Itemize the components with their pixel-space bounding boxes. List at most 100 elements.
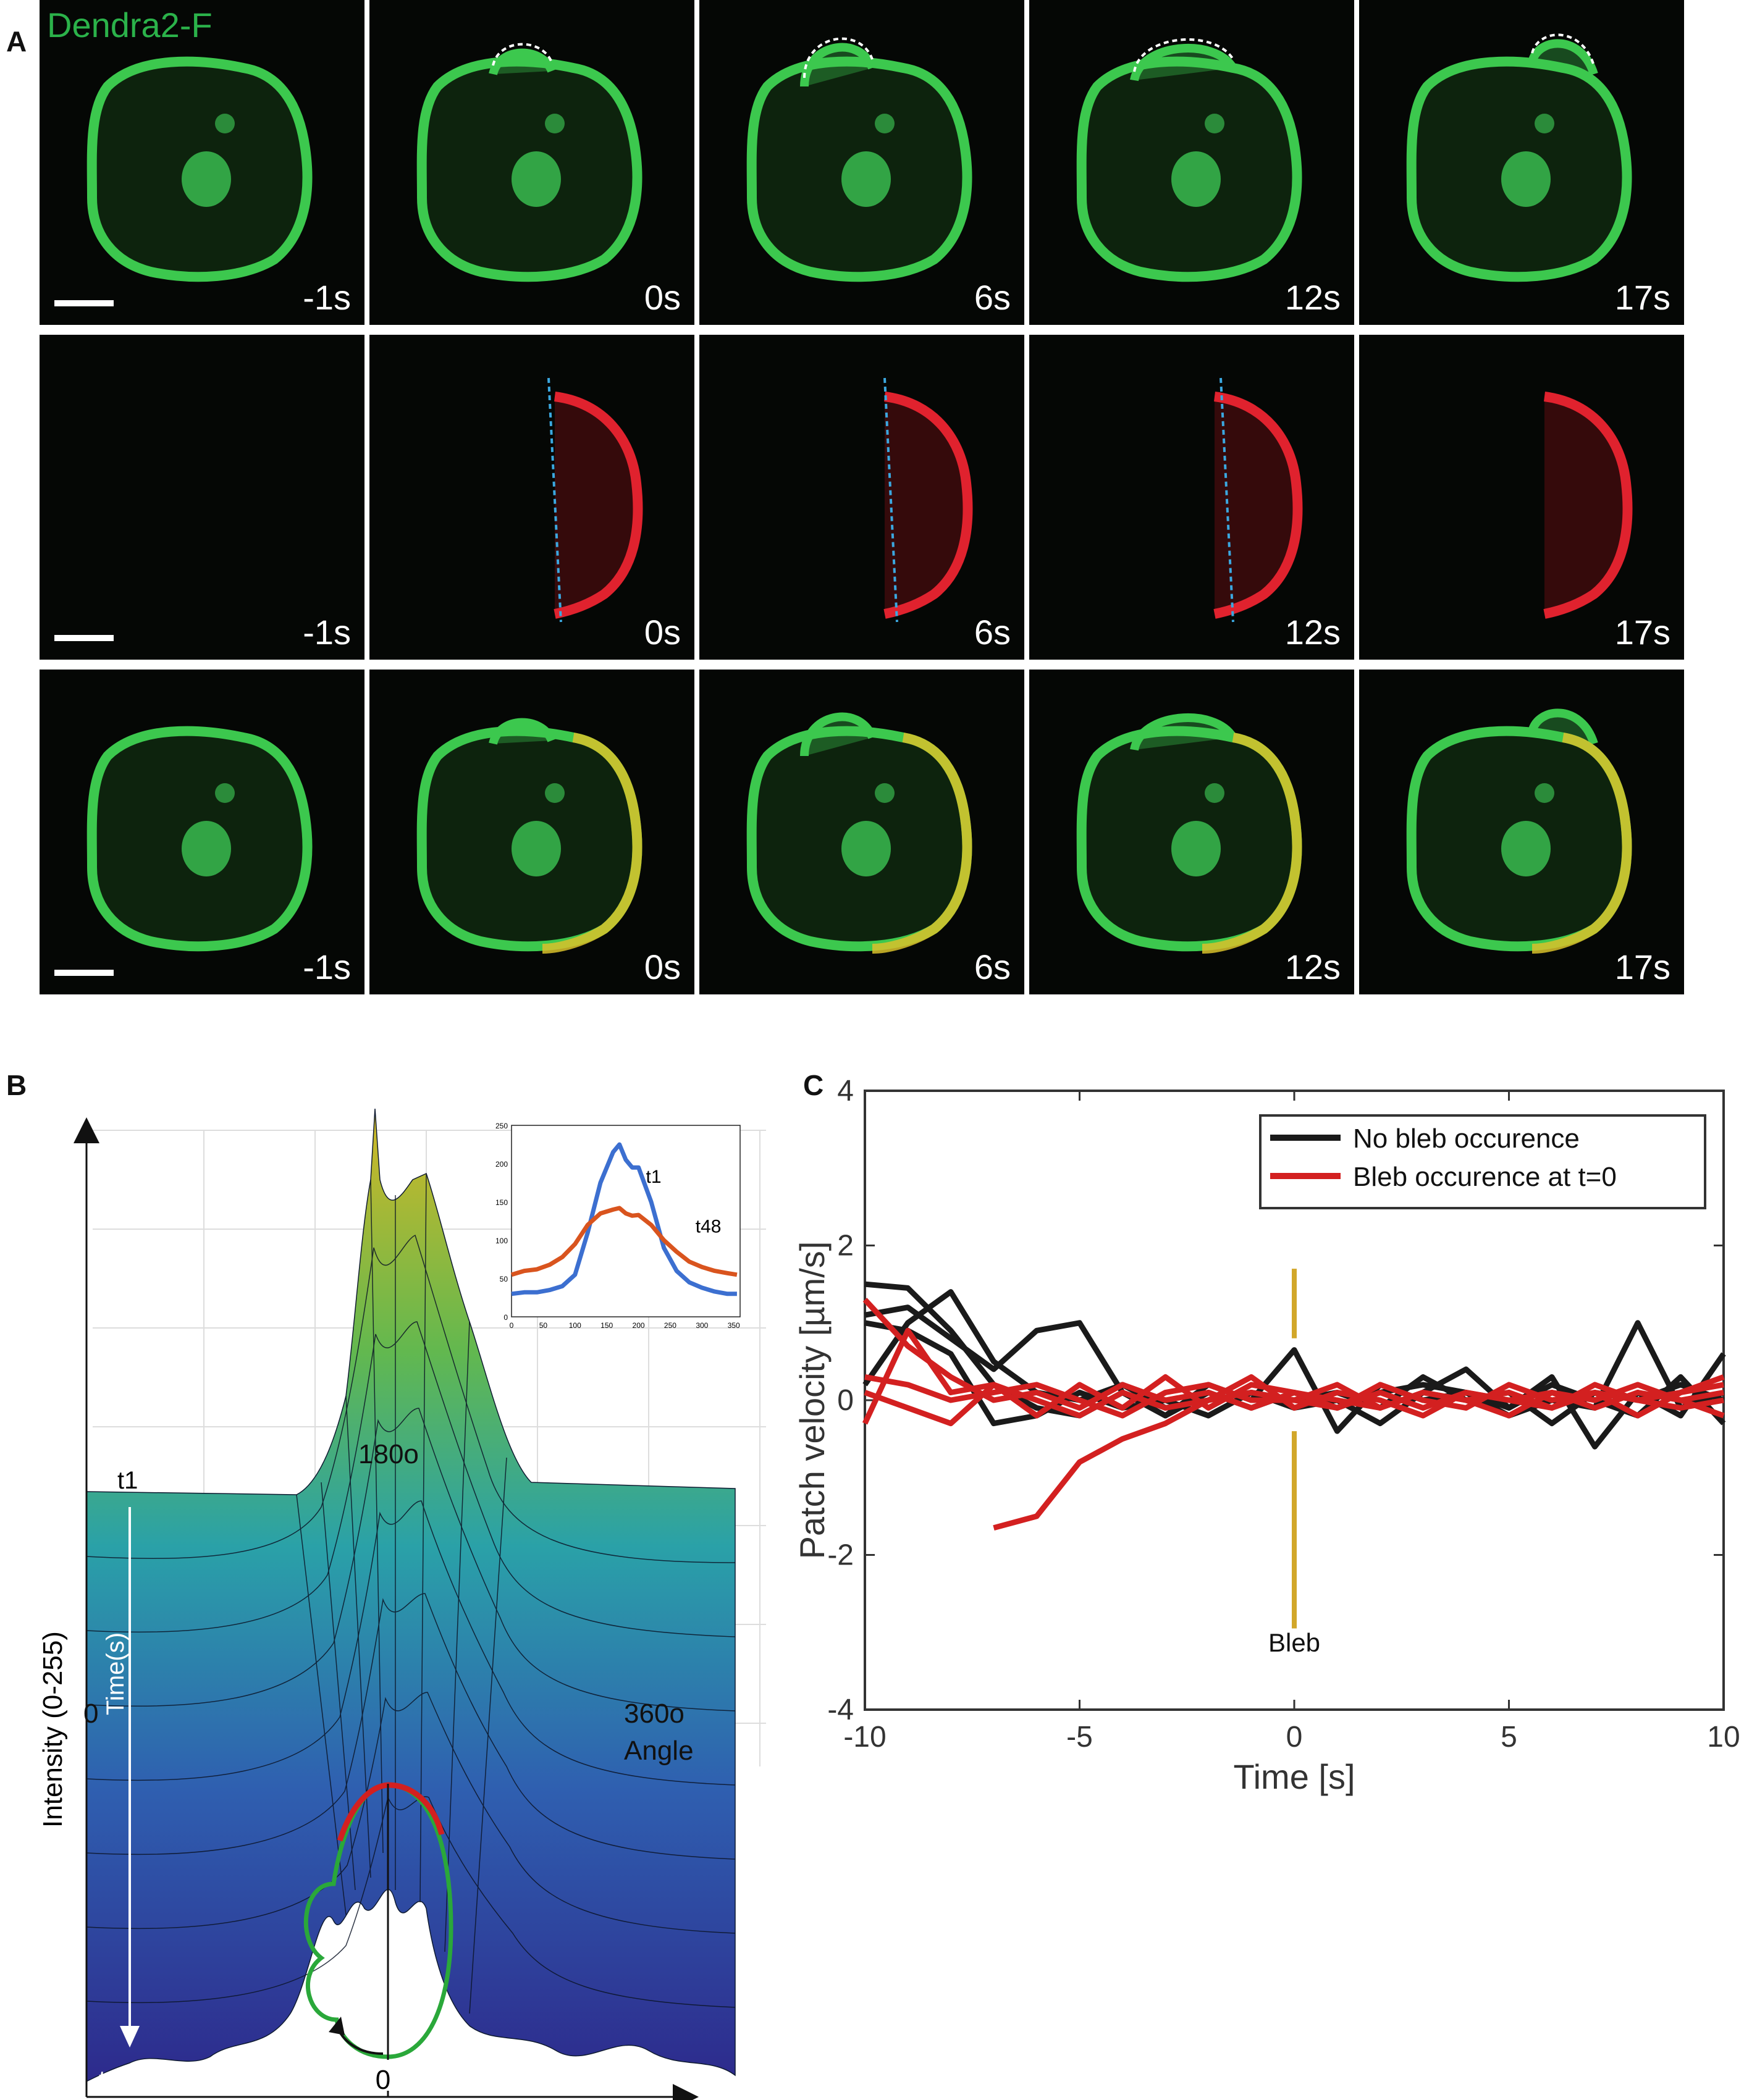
micrograph-green-0: -1s Dendra2-F <box>40 0 364 325</box>
conversion-boundary-line <box>547 377 562 623</box>
photoconverted-region <box>554 392 643 619</box>
inset-series-t48 <box>510 1206 738 1277</box>
cell-image-merge-4 <box>1406 708 1632 954</box>
cell-vesicle <box>875 783 895 803</box>
photoconverted-region <box>883 392 973 619</box>
micrograph-green-4: 17s <box>1359 0 1684 325</box>
time-label: 0s <box>644 947 681 986</box>
x-tick-label: 10 <box>1707 1721 1740 1754</box>
bleb-outline <box>489 718 556 746</box>
cell-image-green-3 <box>1076 38 1302 282</box>
angle-180-label: 180o <box>358 1439 419 1469</box>
cell-outline-schematic: 0 <box>303 1782 453 2094</box>
time-label: 17s <box>1614 278 1670 317</box>
inset-series-label: t1 <box>646 1167 662 1187</box>
micrograph-green-3: 12s <box>1029 0 1354 325</box>
micrograph-green-1: 0s <box>369 0 694 325</box>
cell-nucleus <box>1501 821 1551 876</box>
inset-series-t1 <box>511 1142 737 1296</box>
micrograph-green-2: 6s <box>699 0 1024 325</box>
cell-image-red-0 <box>40 335 364 660</box>
inset-x-tick: 0 <box>510 1321 514 1330</box>
cell-nucleus <box>512 821 561 876</box>
inset-y-tick: 250 <box>495 1122 508 1130</box>
time-label: 12s <box>1284 278 1341 317</box>
panel-b-letter: B <box>6 1069 27 1101</box>
time-label: 12s <box>1284 947 1341 986</box>
inset-series-label: t48 <box>696 1217 722 1237</box>
bleb-outline <box>1130 713 1237 751</box>
x-axis-label: Time [s] <box>1233 1757 1355 1796</box>
cell-image-green-0 <box>86 56 313 282</box>
cell-nucleus <box>512 151 561 207</box>
inset-x-tick: 200 <box>633 1321 645 1330</box>
cell-image-merge-1 <box>416 718 642 954</box>
time-label: 6s <box>974 613 1011 652</box>
micrograph-merge-4: 17s <box>1359 670 1684 994</box>
channel-label: Dendra2-F <box>47 6 213 44</box>
y-tick-label: 2 <box>837 1230 854 1262</box>
y-tick-label: -4 <box>827 1694 854 1726</box>
time-label: 17s <box>1614 947 1670 986</box>
inset-x-tick: 250 <box>664 1321 676 1330</box>
micrograph-red-1: 0s <box>369 335 694 660</box>
y-tick-label: 0 <box>837 1384 854 1417</box>
inset-y-tick: 200 <box>495 1160 508 1169</box>
x-tick-label: -5 <box>1066 1721 1093 1754</box>
inset-y-tick: 100 <box>495 1237 508 1245</box>
cell-vesicle <box>215 783 235 803</box>
micrograph-merge-2: 6s <box>699 670 1024 994</box>
photoconverted-overlap <box>1202 733 1302 954</box>
cell-image-merge-0 <box>86 726 313 952</box>
photoconverted-overlap <box>1531 733 1632 954</box>
bleb-dashed-outline <box>1133 38 1234 72</box>
micrograph-red-3: 12s <box>1029 335 1354 660</box>
cell-vesicle <box>875 114 895 133</box>
y-tick-label: -2 <box>827 1539 854 1572</box>
micrograph-red-0: -1s <box>40 335 364 660</box>
bleb-outline <box>800 43 877 87</box>
micrograph-merge-0: -1s <box>40 670 364 994</box>
time-label: -1s <box>303 613 351 652</box>
cell-angle-arrowhead <box>329 2017 345 2035</box>
angle-360-label: 360o <box>624 1699 685 1729</box>
micrograph-red-2: 6s <box>699 335 1024 660</box>
micrograph-merge-3: 12s <box>1029 670 1354 994</box>
scale-bar <box>54 635 114 641</box>
conversion-boundary-line <box>883 377 898 623</box>
cell-vesicle <box>1535 783 1554 803</box>
cell-vesicle <box>215 114 235 133</box>
time-label: -1s <box>303 947 351 986</box>
velocity-series-8 <box>993 1390 1724 1531</box>
time-label: 0s <box>644 613 681 652</box>
conversion-boundary-line <box>1220 377 1234 623</box>
surface-mesh-lines <box>86 1173 736 2014</box>
time-label: -1s <box>303 278 351 317</box>
cell-image-red-4 <box>1543 392 1633 619</box>
cell-nucleus <box>182 151 231 207</box>
legend-entry: No bleb occurence <box>1353 1124 1580 1154</box>
time-arrowhead <box>120 2026 140 2048</box>
cell-image-red-2 <box>883 377 973 623</box>
cell-nucleus <box>1171 821 1221 876</box>
inset-intensity-profile: 0 50 100 150 200 250 0 50 100 150 200 250 300 350 t1 t4… <box>495 1122 741 1330</box>
legend-entry: Bleb occurence at t=0 <box>1353 1162 1617 1192</box>
bleb-outline <box>800 712 877 757</box>
legend-box <box>1259 1114 1706 1209</box>
cell-vesicle <box>1205 114 1224 133</box>
x-tick-label: 5 <box>1501 1721 1517 1754</box>
scale-bar <box>54 300 114 306</box>
cell-nucleus <box>841 821 891 876</box>
scale-bar <box>54 970 114 976</box>
inset-y-tick: 50 <box>500 1275 508 1283</box>
cell-nucleus <box>1171 151 1221 207</box>
time-label: 6s <box>974 947 1011 986</box>
inset-x-tick: 100 <box>569 1321 581 1330</box>
panel-a-letter: A <box>6 25 27 57</box>
time-label: 6s <box>974 278 1011 317</box>
panel-b-surface-plot: Intensity (0-255) t1 t48 Time(s) <box>38 1108 766 2100</box>
cell-image-red-3 <box>1213 377 1303 623</box>
bleb-marker-label: Bleb <box>1268 1628 1320 1657</box>
cell-vesicle <box>1205 783 1224 803</box>
panel-c-velocity-chart: -10 -5 0 5 10 -4 -2 0 2 4 Time [s] Patch velocity [… <box>797 1075 1740 1796</box>
